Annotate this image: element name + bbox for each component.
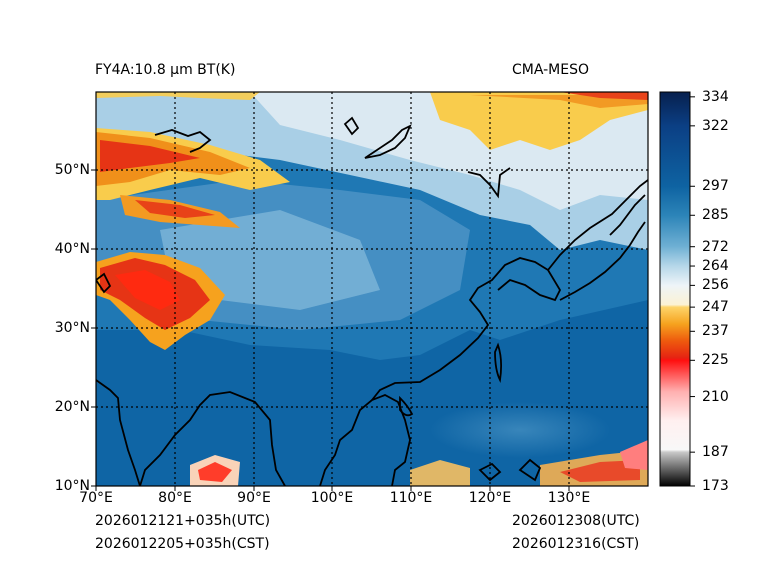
colorbar-ticks — [690, 96, 695, 487]
valid-time-cst: 2026012316(CST) — [512, 536, 640, 552]
lat-label-30: 30°N — [54, 320, 90, 336]
satellite-image — [96, 92, 648, 486]
cloud-south-1-core — [198, 462, 232, 482]
colorbar-label-322: 322 — [702, 117, 729, 134]
valid-time-utc: 2026012308(UTC) — [512, 513, 640, 529]
south-haze — [430, 402, 610, 458]
colorbar-frame — [659, 91, 691, 487]
colorbar-label-264: 264 — [702, 258, 729, 275]
colorbar-label-247: 247 — [702, 299, 729, 316]
colorbar-label-237: 237 — [702, 323, 729, 340]
cloud-west-inner — [115, 270, 180, 310]
init-time-utc: 2026012121+035h(UTC) — [95, 513, 271, 529]
axis-ticks — [91, 169, 570, 491]
model-title: CMA-MESO — [512, 62, 590, 78]
colorbar-label-173: 173 — [702, 478, 729, 494]
lon-label-80: 80°E — [158, 490, 192, 506]
colorbar-label-334: 334 — [702, 88, 729, 105]
cloud-north-orange — [470, 95, 648, 108]
lat-label-50: 50°N — [54, 162, 90, 178]
map-frame — [95, 91, 649, 487]
lat-label-40: 40°N — [54, 241, 90, 257]
lon-label-110: 110°E — [389, 490, 433, 506]
colorbar-label-225: 225 — [702, 352, 729, 369]
cloud-nw-red — [100, 140, 200, 172]
colorbar-label-297: 297 — [702, 178, 729, 195]
cloud-top-left — [96, 92, 260, 100]
cloud-south-3-core — [560, 460, 640, 482]
init-time-cst: 2026012205+035h(CST) — [95, 536, 270, 552]
graticule — [96, 92, 648, 486]
lon-label-100: 100°E — [310, 490, 354, 506]
lat-label-10: 10°N — [54, 478, 90, 494]
lat-label-20: 20°N — [54, 399, 90, 415]
colorbar-label-187: 187 — [702, 444, 729, 461]
product-title: FY4A:10.8 µm BT(K) — [95, 62, 236, 78]
cloud-south-2 — [410, 460, 470, 486]
cloud-north-red — [560, 92, 648, 100]
coastlines — [96, 116, 648, 486]
lon-label-70: 70°E — [79, 490, 113, 506]
lon-label-120: 120°E — [468, 490, 512, 506]
colorbar-label-256: 256 — [702, 277, 729, 294]
lon-label-90: 90°E — [237, 490, 271, 506]
colorbar-label-285: 285 — [702, 207, 729, 224]
lon-label-130: 130°E — [547, 490, 591, 506]
colorbar-label-272: 272 — [702, 238, 729, 255]
colorbar — [660, 92, 690, 486]
colorbar-label-210: 210 — [702, 388, 729, 405]
cloud-south-se — [620, 440, 648, 470]
